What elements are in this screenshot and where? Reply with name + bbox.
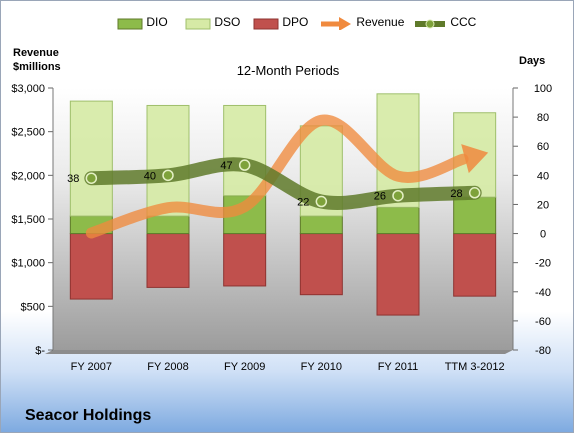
right-axis-tick-label: 60 [537,141,549,153]
legend-ccc: CCC [413,15,476,31]
plot-floor [45,350,513,354]
category-label: FY 2011 [378,361,419,373]
legend-dpo: DPO [253,15,308,31]
dio-bar [376,206,420,235]
legend-dio-swatch [117,18,143,30]
legend-dio: DIO [117,15,168,31]
left-axis-tick-label: $- [35,345,45,357]
ccc-line [84,157,482,211]
left-axis-tick-label: $500 [21,301,45,313]
legend-ccc-line-icon [415,19,445,29]
legend-dpo-label: DPO [282,15,309,29]
left-axis-tick-label: $1,000 [11,258,45,270]
ccc-data-label: 28 [450,188,462,200]
left-axis-tick-label: $1,500 [11,214,45,226]
legend-revenue: Revenue [319,15,404,31]
ccc-point [468,187,481,199]
right-axis-tick-label: -60 [535,316,551,328]
revenue-arrow-head [461,144,489,174]
left-axis-tick-label: $2,000 [11,170,45,182]
right-axis-tick-label: -80 [535,345,551,357]
dso-bar [223,104,267,197]
category-label: FY 2010 [301,361,342,373]
left-axis-caption: Revenue $millions [13,46,61,74]
legend-dpo-swatch [253,18,279,30]
dpo-bar [69,233,113,300]
dio-bar [299,215,343,235]
legend-dso: DSO [185,15,240,31]
ccc-point [238,159,251,171]
ccc-point [392,189,404,202]
category-label: FY 2008 [147,361,188,373]
legend-revenue-arrow-icon [321,16,351,31]
right-axis-tick-label: 100 [534,83,552,95]
ccc-point [85,172,98,184]
dio-bar [146,215,190,235]
left-axis-caption-line2: $millions [13,61,61,73]
dso-bar [146,104,190,217]
right-axis-tick-label: 20 [537,199,549,211]
ccc-point [315,195,328,208]
legend-dso-swatch [185,18,211,30]
right-axis-tick-label: -20 [535,258,551,270]
legend-dso-label: DSO [214,15,241,29]
right-axis-caption: Days [519,55,546,67]
right-axis-tick-label: 0 [540,229,546,241]
dpo-bar [146,233,190,288]
right-axis-tick-label: 80 [537,112,549,124]
chart-subtitle: 12-Month Periods [236,63,340,78]
ccc-data-label: 38 [67,173,79,185]
legend-dio-label: DIO [146,15,168,29]
right-axis-tick-label: -40 [535,287,551,299]
company-name: Seacor Holdings [25,407,152,424]
dso-bar [69,100,113,217]
ccc-data-label: 40 [144,170,156,182]
ccc-data-label: 22 [297,197,309,209]
dpo-bar [223,233,267,287]
category-label: TTM 3-2012 [445,361,505,373]
legend-revenue-label: Revenue [356,15,405,29]
left-axis-caption-line1: Revenue [13,47,59,59]
revenue-line [85,114,469,239]
left-axis-tick-label: $2,500 [11,127,45,139]
legend-ccc-label: CCC [450,15,477,29]
right-axis-tick-label: 40 [537,170,549,182]
category-label: FY 2009 [224,361,265,373]
dpo-bar [299,233,343,296]
dpo-bar [453,233,497,297]
dpo-bar [376,233,420,316]
category-label: FY 2007 [71,361,112,373]
ccc-point [162,169,174,182]
ccc-data-label: 26 [374,191,386,203]
left-axis-tick-label: $3,000 [11,83,45,95]
ccc-data-label: 47 [220,160,232,172]
dio-bar [453,196,497,235]
